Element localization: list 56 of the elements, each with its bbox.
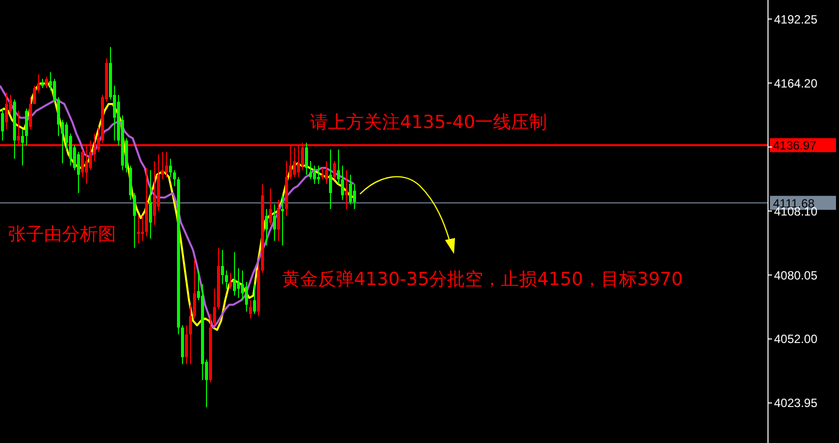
y-tick-label: 4023.95 (774, 396, 818, 410)
candlestick (185, 324, 188, 365)
candlestick (305, 142, 308, 176)
candlestick (277, 199, 280, 242)
candlestick (265, 208, 268, 246)
candlestick (317, 165, 320, 184)
annotation: 黄金反弹4130-35分批空，止损4150，目标3970 (282, 268, 683, 291)
y-tick-label: 4080.05 (774, 268, 818, 282)
candlestick (321, 167, 324, 180)
y-tick-label: 4164.20 (774, 76, 818, 90)
candlestick (337, 149, 340, 184)
candlestick (41, 78, 44, 89)
candlestick (169, 158, 172, 178)
candlestick (333, 160, 336, 180)
candlestick (309, 160, 312, 180)
candlestick (237, 268, 240, 298)
candlestick (161, 151, 164, 180)
candlestick (5, 92, 8, 130)
candlestick (53, 78, 56, 102)
candlestick (253, 284, 256, 314)
candlestick (269, 188, 272, 226)
annotation: 张子由分析图 (8, 223, 116, 246)
candlestick (329, 149, 332, 210)
candlestick (273, 204, 276, 242)
candlestick (45, 76, 48, 89)
annotation: 请上方关注4135-40一线压制 (310, 111, 548, 134)
candlestick (341, 165, 344, 200)
candlestick (81, 149, 84, 178)
candlestick (221, 250, 224, 285)
candlestick (77, 151, 80, 194)
candlestick (349, 174, 352, 205)
candlestick (165, 151, 168, 178)
candlestick (29, 96, 32, 130)
candlestick (153, 160, 156, 226)
candlestick (229, 272, 232, 290)
candlestick (189, 304, 192, 365)
candlestick (193, 258, 196, 319)
candlestick (213, 288, 216, 326)
candlestick (21, 128, 24, 166)
candlestick (225, 270, 228, 290)
candlestick (133, 192, 136, 248)
candlestick (345, 170, 348, 210)
candlestick (313, 165, 316, 184)
candlestick (241, 270, 244, 301)
candlestick (173, 170, 176, 187)
candlestick (233, 252, 236, 296)
candlestick (1, 108, 4, 142)
y-tick-label: 4192.25 (774, 12, 818, 26)
candlestick (249, 300, 252, 319)
candlestick (245, 281, 248, 312)
candlestick (353, 183, 356, 210)
candlestick (149, 170, 152, 240)
candlestick (33, 85, 36, 105)
ref-line-label: 4136.97 (773, 138, 817, 153)
candlestick (325, 160, 328, 184)
y-tick-label: 4052.00 (774, 332, 818, 346)
